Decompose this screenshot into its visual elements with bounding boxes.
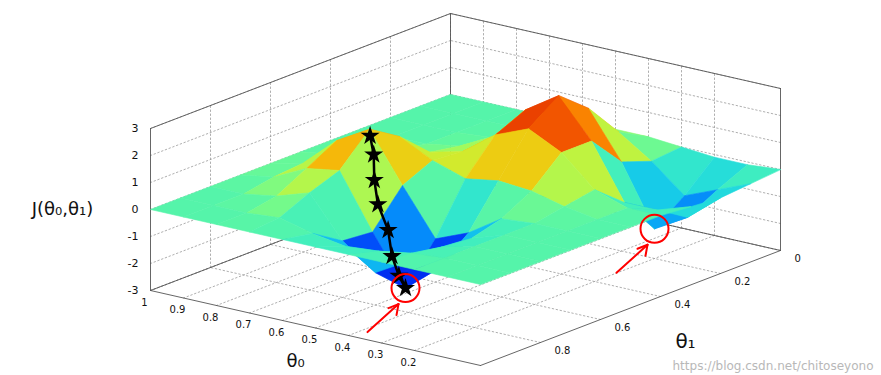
- svg-text:0.4: 0.4: [675, 299, 691, 310]
- svg-text:0.5: 0.5: [302, 334, 318, 345]
- svg-text:0.9: 0.9: [170, 304, 186, 315]
- svg-text:0.6: 0.6: [269, 327, 285, 338]
- svg-text:J(θ₀,θ₁): J(θ₀,θ₁): [31, 198, 94, 219]
- svg-text:0.4: 0.4: [335, 342, 351, 353]
- svg-text:-2: -2: [128, 257, 139, 270]
- svg-text:0: 0: [132, 203, 139, 216]
- svg-text:0.3: 0.3: [368, 349, 384, 360]
- svg-text:1: 1: [141, 297, 147, 308]
- svg-text:0.7: 0.7: [236, 319, 252, 330]
- svg-text:0: 0: [795, 253, 801, 264]
- svg-text:0.8: 0.8: [203, 312, 219, 323]
- svg-text:-1: -1: [128, 230, 139, 243]
- svg-text:1: 1: [132, 176, 139, 189]
- svg-text:-3: -3: [128, 284, 139, 297]
- svg-text:2: 2: [132, 149, 139, 162]
- svg-text:θ₀: θ₀: [286, 350, 304, 371]
- svg-text:0.6: 0.6: [615, 322, 631, 333]
- svg-text:3: 3: [132, 122, 139, 135]
- svg-text:0.2: 0.2: [401, 357, 417, 368]
- svg-text:0.2: 0.2: [735, 276, 751, 287]
- svg-text:0.8: 0.8: [555, 345, 571, 356]
- svg-text:https://blog.csdn.net/chitosey: https://blog.csdn.net/chitoseyono: [673, 359, 874, 373]
- svg-text:θ₁: θ₁: [675, 329, 695, 353]
